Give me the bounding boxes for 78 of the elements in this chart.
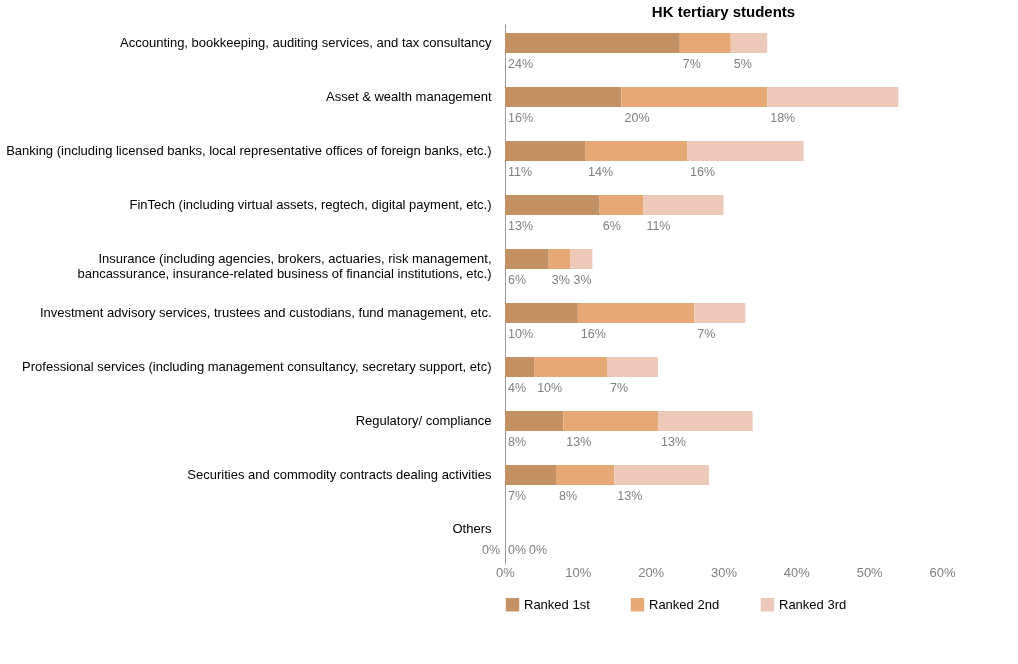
data-label: 13% [508,219,534,233]
bar [730,33,768,53]
data-label: 3% [573,273,592,287]
bar [585,141,688,161]
bar [505,141,586,161]
bar [548,249,571,269]
bar [505,195,600,215]
x-tick-label: 60% [929,564,956,580]
data-label: 7% [508,489,527,503]
data-label: 16% [690,165,716,179]
legend-label: Ranked 2nd [649,596,720,612]
x-tick-label: 0% [496,564,516,580]
data-label: 0% [482,543,501,557]
bar [505,87,622,107]
y-tick-label: Accounting, bookkeeping, auditing services, and tax consultancy [120,35,492,50]
data-label: 18% [770,111,796,125]
data-label: 10% [537,381,563,395]
chart-title: HK tertiary students [651,3,796,20]
data-label: 6% [508,273,527,287]
bar [577,303,695,323]
bar [694,303,746,323]
data-label: 0% [508,543,527,557]
bar [505,303,578,323]
data-label: 8% [508,435,527,449]
data-label: 16% [508,111,534,125]
x-tick-label: 20% [638,564,665,580]
bar [505,465,556,485]
data-label: 24% [508,57,534,71]
y-tick-label: Securities and commodity contracts dealing activities [187,467,492,482]
bar [563,411,658,431]
bar [599,195,644,215]
bar [505,249,549,269]
data-label: 8% [558,489,578,503]
data-label: 0% [529,543,548,557]
data-label: 7% [609,381,629,395]
y-tick-label: Banking (including licensed banks, local representative offices of foreign banks, etc.) [6,143,492,158]
bar [534,357,607,377]
data-label: 16% [580,327,606,341]
data-label: 7% [697,327,716,341]
bar [614,465,709,485]
data-label: 10% [508,327,534,341]
data-label: 13% [617,489,643,503]
x-tick-label: 40% [783,564,811,580]
x-tick-label: 10% [565,564,592,580]
bar [505,357,535,377]
data-label: 11% [646,219,671,233]
bar [767,87,899,107]
x-tick-label: 30% [710,564,738,580]
bar [621,87,768,107]
data-label: 3% [551,273,570,287]
y-tick-label: Professional services (including management consultancy, secretary support, etc) [22,359,492,374]
data-label: 11% [508,165,533,179]
data-label: 13% [566,435,592,449]
y-tick-label: Others [452,521,492,536]
bar [555,465,615,485]
y-tick-label: Insurance (including agencies, brokers, actuaries, risk management, bancassurance, insurance-related business of financial institutions, etc.) [77,251,492,281]
bar [687,141,804,161]
data-label: 6% [602,219,621,233]
y-tick-label: Regulatory/ compliance [355,413,492,428]
legend-label: Ranked 1st [524,596,591,612]
bar [606,357,658,377]
bar [505,411,564,431]
y-tick-label: FinTech (including virtual assets, regtech, digital payment, etc.) [129,197,492,212]
bar [570,249,593,269]
data-label: 20% [624,111,650,125]
bar [657,411,753,431]
legend-label: Ranked 3rd [779,596,847,612]
data-label: 14% [588,165,614,179]
data-label: 13% [660,435,686,449]
x-tick-label: 50% [856,564,884,580]
data-label: 4% [508,381,527,395]
bar [679,33,731,53]
y-tick-label: Investment advisory services, trustees and custodians, fund management, etc. [39,305,492,320]
data-label: 5% [733,57,752,71]
data-label: 7% [682,57,701,71]
bar [643,195,724,215]
y-tick-label: Asset & wealth management [326,89,492,104]
bar [505,33,680,53]
